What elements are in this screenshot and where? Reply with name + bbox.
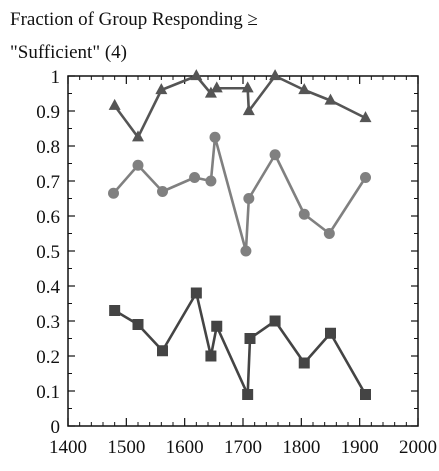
data-point-square — [242, 389, 254, 400]
y-tick-label: 0.2 — [36, 347, 60, 368]
y-tick-label: 0.6 — [36, 207, 60, 228]
data-point-circle — [240, 245, 252, 257]
x-tick-label: 1900 — [341, 437, 379, 458]
data-point-square — [269, 315, 281, 327]
y-tick-label: 0.1 — [36, 382, 60, 403]
data-point-square — [360, 389, 371, 400]
data-point-square — [205, 350, 217, 362]
data-point-circle — [360, 172, 371, 183]
chart-axes: 0 0.1 0.2 0.3 0.4 0.5 0.6 0.7 0.8 0.9 1 1400 1500 160… — [36, 67, 437, 458]
data-point-triangle — [241, 81, 254, 93]
data-point-circle — [269, 149, 281, 161]
data-point-circle — [157, 186, 168, 197]
data-point-triangle — [155, 83, 168, 95]
data-point-square — [298, 357, 310, 369]
y-tick-label: 0.5 — [36, 242, 60, 263]
data-point-circle — [132, 159, 144, 171]
data-point-square — [109, 305, 121, 316]
chart-series — [108, 69, 372, 400]
y-tick-label: 0.3 — [36, 312, 60, 333]
x-tick-label: 1600 — [166, 437, 204, 458]
data-point-square — [211, 320, 223, 332]
x-tick-label: 1400 — [49, 437, 87, 458]
y-tick-label: 1 — [51, 67, 61, 88]
data-point-square — [157, 345, 168, 357]
series-square — [109, 287, 371, 400]
y-tick-label: 0 — [51, 417, 61, 438]
data-point-triangle — [242, 104, 255, 116]
data-point-square — [190, 287, 202, 299]
x-tick-label: 1700 — [224, 437, 262, 458]
y-tick-label: 0.9 — [36, 102, 60, 123]
y-tick-label: 0.4 — [36, 277, 60, 298]
x-tick-label: 1800 — [282, 437, 320, 458]
series-triangle — [108, 69, 372, 142]
data-point-triangle — [210, 81, 223, 93]
series-line-square — [114, 291, 367, 396]
data-point-triangle — [132, 130, 144, 142]
chart-title-line1: Fraction of Group Responding ≥ — [10, 9, 258, 30]
x-tick-label: 1500 — [107, 437, 145, 458]
series-line-triangle — [113, 74, 367, 139]
data-point-square — [244, 333, 256, 344]
series-circle — [108, 131, 371, 257]
data-point-circle — [189, 172, 201, 183]
data-point-circle — [205, 175, 217, 187]
data-point-circle — [108, 187, 119, 199]
data-point-circle — [298, 208, 310, 220]
x-tick-label: 2000 — [399, 437, 437, 458]
data-point-triangle — [108, 98, 121, 110]
data-point-circle — [243, 193, 255, 204]
data-point-triangle — [359, 111, 372, 123]
data-point-triangle — [269, 69, 282, 81]
chart-title-line2: "Sufficient" (4) — [10, 42, 127, 63]
data-point-triangle — [324, 93, 337, 105]
data-point-square — [132, 319, 144, 330]
data-point-triangle — [298, 83, 311, 95]
y-tick-label: 0.8 — [36, 137, 60, 158]
data-point-square — [325, 327, 336, 339]
y-tick-label: 0.7 — [36, 172, 60, 193]
data-point-triangle — [190, 69, 203, 81]
data-point-circle — [323, 228, 335, 239]
data-point-circle — [209, 131, 221, 143]
